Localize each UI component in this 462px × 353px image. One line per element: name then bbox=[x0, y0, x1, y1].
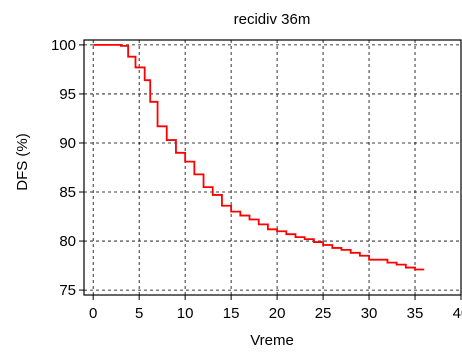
y-tick-label: 85 bbox=[59, 184, 76, 201]
y-tick-label: 80 bbox=[59, 233, 76, 250]
x-tick-label: 25 bbox=[315, 305, 332, 322]
survival-curve bbox=[93, 44, 425, 271]
y-tick-label: 90 bbox=[59, 135, 76, 152]
x-tick-label: 40 bbox=[453, 305, 462, 322]
x-tick-label: 15 bbox=[223, 305, 240, 322]
y-tick-label: 100 bbox=[51, 37, 76, 54]
x-tick-label: 20 bbox=[269, 305, 286, 322]
x-axis-ticks: 0 5 10 15 20 25 30 35 40 bbox=[89, 295, 462, 322]
y-axis-ticks: 75 80 85 90 95 100 bbox=[51, 37, 84, 299]
x-tick-label: 0 bbox=[89, 305, 97, 322]
y-tick-label: 75 bbox=[59, 282, 76, 299]
plot-frame bbox=[83, 39, 462, 296]
y-tick-label: 95 bbox=[59, 86, 76, 103]
x-axis-label: Vreme bbox=[250, 332, 294, 349]
x-tick-label: 10 bbox=[177, 305, 194, 322]
chart-title: recidiv 36m bbox=[234, 11, 311, 28]
x-tick-label: 35 bbox=[407, 305, 424, 322]
y-axis-label: DFS (%) bbox=[14, 133, 31, 191]
x-tick-label: 5 bbox=[135, 305, 143, 322]
x-tick-label: 30 bbox=[361, 305, 378, 322]
